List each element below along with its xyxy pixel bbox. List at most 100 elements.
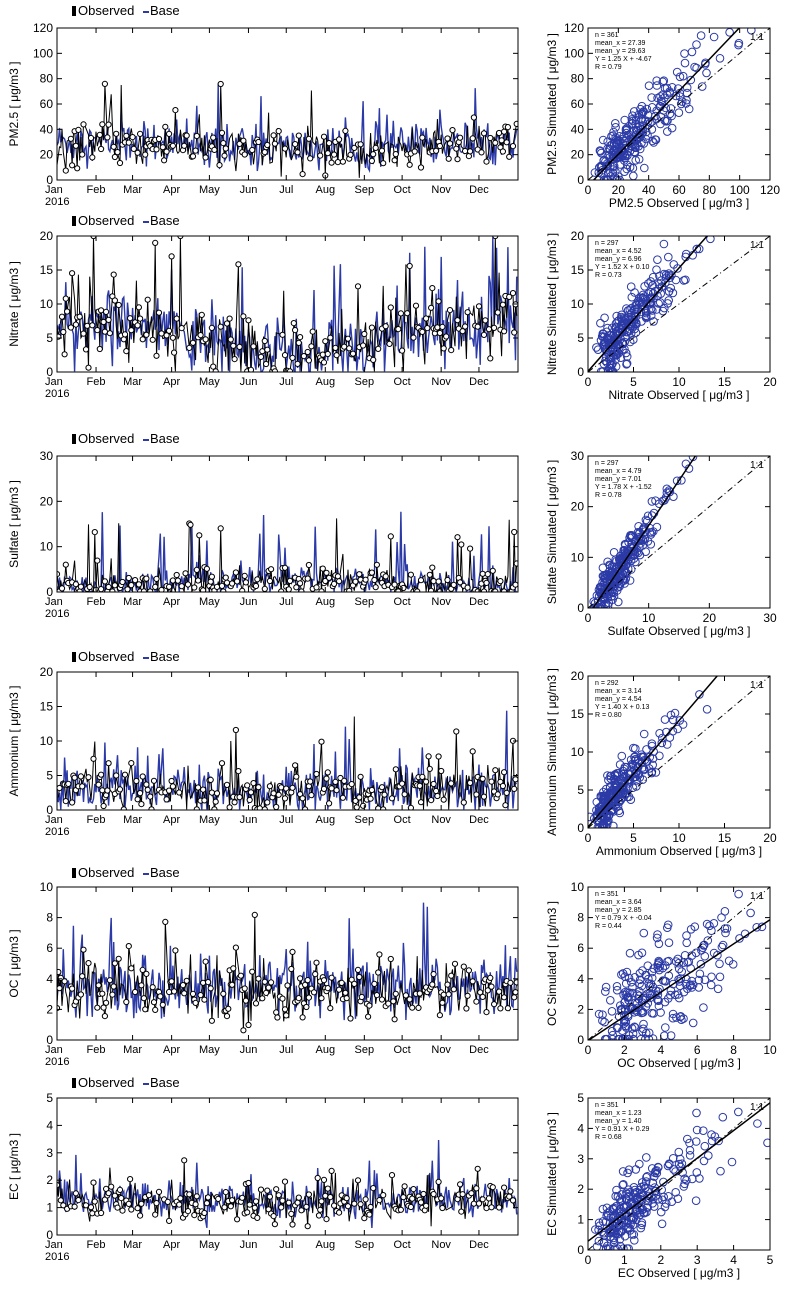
scatter-y-tick-label: 10 [571,745,585,759]
observed-point [313,584,320,591]
scatter-point [637,317,646,326]
observed-point [69,985,76,992]
observed-point [327,1005,334,1012]
regression-line [588,919,770,1040]
legend-observed-marker [72,216,76,226]
observed-point [351,1200,358,1207]
scatter-y-tick-label: 15 [571,707,585,721]
observed-point [299,1014,306,1021]
month-label-jul: Jul [279,1239,293,1251]
observed-point [366,1002,373,1009]
scatter-point [628,111,637,120]
observed-point [400,1194,407,1201]
observed-point [496,1204,503,1211]
observed-point [197,992,204,999]
observed-point [273,1009,280,1016]
observed-point [469,748,476,755]
observed-point [152,1211,159,1218]
regression-line [592,456,697,608]
observed-point [380,806,387,810]
observed-point [300,353,307,360]
scatter-point [691,1137,701,1146]
observed-point [480,130,488,137]
observed-point [307,155,314,162]
observed-point [245,1021,252,1029]
observed-point [123,132,130,139]
scatter-point [611,555,620,565]
one-to-one-line [588,456,770,608]
observed-point [210,363,217,370]
scatter-point [643,511,653,521]
scatter-point [655,729,664,738]
observed-point [159,1001,166,1008]
stats-line: mean_x = 4.52 [595,248,642,255]
scatter-point [629,171,638,180]
legend-base-marker [143,657,149,659]
scatter-x-label: Sulfate Observed [ μg/m3 ] [608,624,751,638]
scatter-point [620,565,630,574]
month-label-nov: Nov [431,814,451,826]
observed-point [128,1206,135,1213]
scatter-point [630,143,640,152]
scatter-point [620,115,630,125]
observed-point [143,575,150,582]
observed-point [317,152,324,159]
observed-point [149,336,156,343]
observed-point [482,317,489,324]
observed-point [217,525,224,532]
one-to-one-label: 1:1 [750,891,764,902]
scatter-point [622,359,632,368]
observed-point [448,972,455,979]
observed-point [121,331,129,338]
observed-point [436,1012,443,1019]
observed-point [200,979,207,986]
observed-point [465,967,472,974]
observed-point [211,146,218,153]
observed-point [506,153,513,160]
scatter-point [715,54,725,63]
observed-point [428,797,435,804]
scatter-x-tick-label: 0 [585,375,592,389]
observed-point [360,802,367,809]
observed-point [333,352,340,359]
scatter-y-tick-label: 10 [571,297,585,311]
observed-point [268,979,275,986]
scatter-x-tick-label: 5 [767,1253,774,1267]
scatter-point [608,131,618,140]
observed-point [181,1157,188,1164]
month-label-sep: Sep [355,1239,375,1251]
observed-point [289,784,296,791]
scatter-point [605,810,614,820]
scatter-point [692,40,701,49]
observed-point [368,324,375,331]
observed-point [483,1009,490,1016]
observed-point [121,771,129,778]
scatter-point [601,602,611,608]
timeseries-y-label: Sulfate [ μg/m3 ] [7,480,21,568]
observed-point [499,301,506,308]
scatter-point [645,298,654,308]
month-label-feb: Feb [87,184,106,196]
observed-point [469,135,476,142]
observed-point [115,955,122,962]
scatter-point [648,281,658,290]
observed-point [61,351,68,358]
observed-point [323,1216,330,1223]
scatter-point [734,889,743,899]
observed-point [157,993,164,1000]
observed-point [512,776,518,783]
scatter-point [603,323,612,333]
scatter-point [659,239,669,249]
scatter-point [655,298,665,307]
legend-observed-marker [72,868,76,878]
observed-point [487,974,494,982]
scatter-point [608,359,617,368]
observed-point [416,990,423,997]
y-tick-label: 0 [46,803,53,817]
month-label-jun: Jun [240,596,258,608]
scatter-point [646,540,656,549]
observed-point [428,587,435,592]
observed-point [216,162,223,169]
observed-point [213,583,221,591]
